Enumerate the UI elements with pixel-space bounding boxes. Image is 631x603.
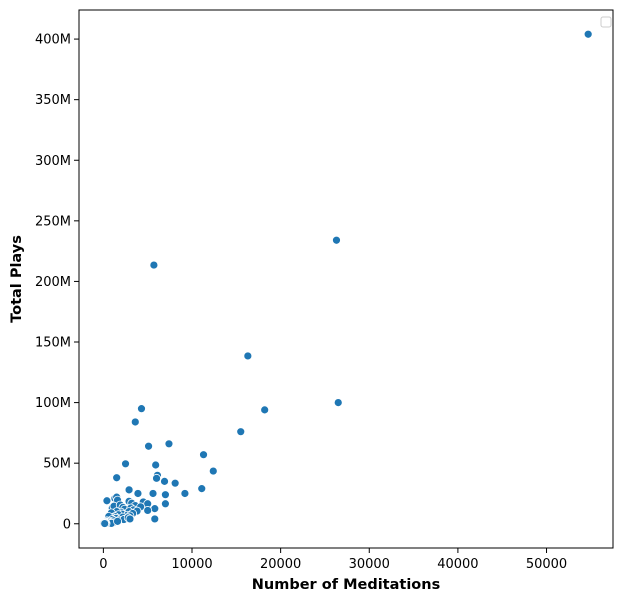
x-tick-label: 50000: [526, 557, 567, 572]
data-point: [125, 514, 135, 524]
data-point: [137, 404, 146, 414]
data-point: [208, 466, 218, 476]
data-point: [197, 484, 207, 494]
data-point: [260, 405, 270, 415]
y-tick-label: 50M: [43, 457, 71, 472]
data-point: [170, 478, 180, 488]
y-tick-label: 300M: [35, 154, 71, 169]
x-tick-label: 30000: [349, 557, 390, 572]
data-point: [121, 459, 130, 469]
data-point: [150, 504, 160, 514]
data-point: [243, 351, 253, 361]
y-tick-label: 400M: [35, 33, 71, 48]
data-point: [161, 499, 170, 509]
y-tick-label: 0: [63, 517, 71, 532]
legend-box: [600, 16, 612, 28]
data-point: [102, 496, 112, 506]
data-point: [100, 519, 110, 528]
data-point: [149, 260, 159, 270]
data-points: [99, 29, 593, 529]
data-point: [180, 489, 190, 498]
y-tick-label: 100M: [35, 396, 71, 411]
data-point: [150, 514, 160, 524]
y-tick-label: 200M: [35, 275, 71, 290]
data-point: [143, 506, 153, 515]
x-tick-label: 0: [99, 557, 107, 572]
x-tick-label: 10000: [171, 557, 212, 572]
data-point: [236, 427, 246, 437]
data-point: [333, 398, 343, 407]
data-point: [332, 235, 341, 245]
data-point: [161, 490, 170, 500]
data-point: [112, 473, 122, 483]
data-point: [133, 489, 143, 498]
x-axis-title: Number of Meditations: [252, 577, 440, 593]
data-point: [152, 473, 161, 483]
x-tick-label: 40000: [437, 557, 478, 572]
data-point: [148, 489, 158, 498]
x-axis-ticks: 0 10000 20000 30000 40000 50000: [99, 548, 567, 572]
data-point: [130, 417, 140, 427]
data-point: [113, 516, 122, 526]
y-axis-title: Total Plays: [9, 235, 25, 323]
data-point: [160, 476, 169, 486]
data-point: [583, 29, 593, 39]
data-point: [164, 439, 174, 449]
data-point: [151, 460, 161, 470]
data-point: [124, 485, 134, 495]
x-tick-label: 20000: [260, 557, 301, 572]
y-tick-label: 150M: [35, 336, 71, 351]
y-axis-ticks: 0 50M 100M 150M 200M 250M 300M 350M 400M: [35, 33, 79, 532]
y-tick-label: 350M: [35, 93, 71, 108]
data-point: [199, 450, 208, 460]
axes-frame: [78, 9, 614, 549]
y-tick-label: 250M: [35, 214, 71, 229]
data-point: [144, 441, 153, 451]
